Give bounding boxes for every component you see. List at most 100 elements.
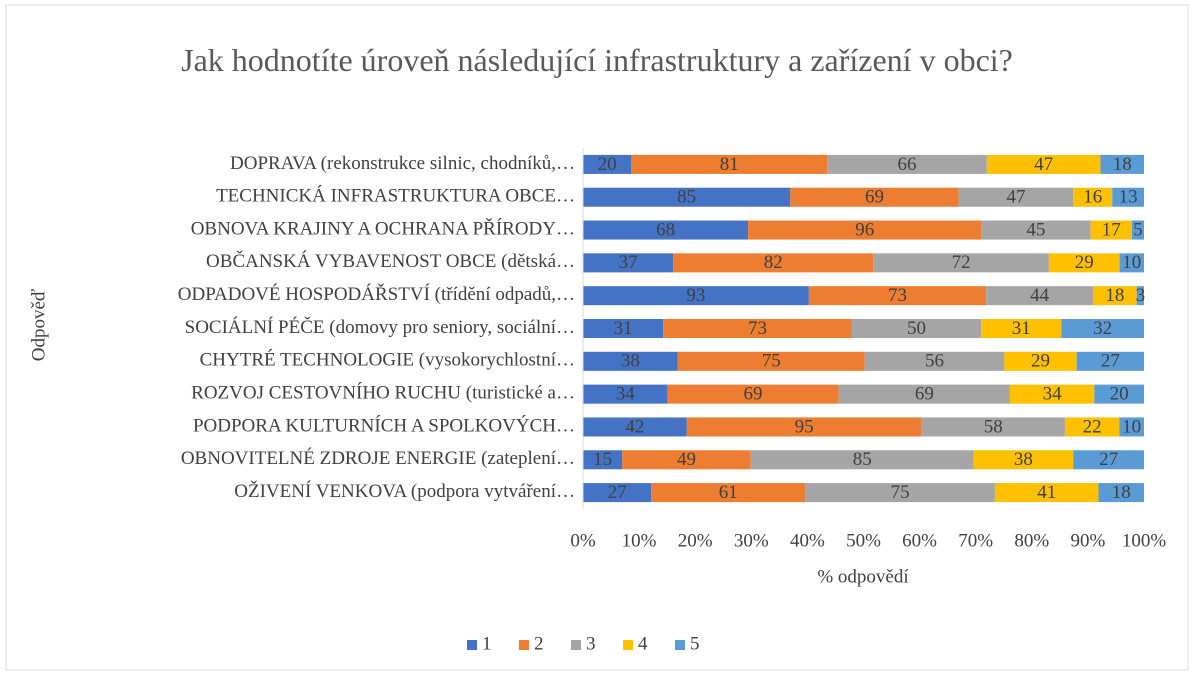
legend-label: 3 [586,633,596,654]
bar-segment [631,154,828,174]
bar-segment [583,220,749,240]
data-label: 34 [616,383,636,404]
bar-segment [1073,450,1144,470]
x-tick-label: 30% [734,530,769,551]
bar-segment [673,253,874,273]
data-label: 27 [1101,351,1120,372]
data-label: 82 [764,252,783,273]
bar-segment [973,450,1074,470]
x-tick-label: 90% [1070,530,1105,551]
legend-swatch [467,640,477,650]
y-tick-label: OBNOVA KRAJINY A OCHRANA PŘÍRODY… [191,217,575,239]
bar-segment [981,220,1091,240]
bar-segment [994,483,1099,503]
legend-swatch [623,640,633,650]
bar-segment [921,417,1065,437]
y-tick-label: OBČANSKÁ VYBAVENOST OBCE (dětská… [206,250,575,272]
bar-segment [1094,384,1144,404]
bar-segment [981,318,1062,339]
data-label: 45 [1026,219,1045,240]
data-label: 68 [656,219,675,240]
data-label: 81 [720,154,739,175]
data-label: 10 [1122,416,1141,437]
data-label: 20 [598,154,617,175]
y-tick-label: OŽIVENÍ VENKOVA (podpora vytváření… [234,480,575,502]
bar-segment [986,154,1101,174]
data-label: 69 [865,187,884,208]
bar-segment [1064,417,1120,437]
data-label: 18 [1113,154,1132,175]
bar-segment [1048,253,1120,273]
x-tick-label: 80% [1014,530,1049,551]
y-tick-label: DOPRAVA (rekonstrukce silnic, chodníků,… [230,153,575,174]
data-label: 72 [952,252,971,273]
data-label: 29 [1031,351,1050,372]
data-label: 49 [677,449,696,470]
x-tick-label: 60% [902,530,937,551]
data-label: 22 [1083,416,1102,437]
data-label: 17 [1102,219,1121,240]
data-label: 96 [855,219,874,240]
data-label: 18 [1112,482,1131,503]
bar-segment [686,417,922,437]
data-label: 47 [1006,187,1025,208]
bar-segment [790,187,959,207]
bar-segment [622,450,751,470]
bar-segment [583,351,678,371]
bar-segment [583,384,668,404]
bar-segment [864,351,1005,371]
bar-segment [667,384,839,404]
y-axis-title: Odpověď [28,289,49,361]
data-label: 95 [795,416,814,437]
data-label: 10 [1122,252,1141,273]
legend-label: 4 [638,633,648,654]
bar-segment [805,483,995,503]
x-tick-label: 0% [570,530,596,551]
y-tick-label: PODPORA KULTURNÍCH A SPOLKOVÝCH… [193,414,575,436]
bar-segment [827,154,987,174]
data-label: 61 [719,482,738,503]
data-label: 56 [925,351,944,372]
bar-segment [663,318,852,339]
y-tick-label: TECHNICKÁ INFRASTRUKTURA OBCE… [216,185,575,207]
bar-segment [583,450,623,470]
data-label: 3 [1136,285,1146,306]
data-label: 34 [1043,383,1063,404]
bar-segment [808,286,987,306]
data-label: 93 [686,285,705,306]
bar-segment [1090,220,1132,240]
bar-segment [1136,286,1144,306]
bar-segment [838,384,1010,404]
bar-segment [873,253,1049,273]
x-tick-label: 50% [846,530,881,551]
bar-segment [1061,318,1144,339]
bar-segment [1009,384,1095,404]
x-tick-label: 100% [1122,530,1167,551]
data-label: 75 [891,482,910,503]
bar-segment [1073,187,1113,207]
bar-segment [583,417,687,437]
data-label: 58 [984,416,1003,437]
data-label: 20 [1110,383,1129,404]
data-label: 27 [608,482,627,503]
y-tick-label: OBNOVITELNÉ ZDROJE ENERGIE (zateplení… [181,447,575,469]
bar-segment [1119,253,1144,273]
data-label: 73 [888,285,907,306]
bar-segment [583,483,652,503]
y-tick-label: SOCIÁLNÍ PÉČE (domovy pro seniory, sociá… [185,316,575,338]
data-label: 42 [625,416,644,437]
data-label: 27 [1099,449,1118,470]
bar-segment [677,351,865,371]
data-label: 69 [915,383,934,404]
x-tick-label: 10% [622,530,657,551]
bar-segment [1093,286,1137,306]
bar-segment [583,253,674,273]
x-tick-label: 40% [790,530,825,551]
data-label: 31 [1012,318,1031,339]
data-label: 75 [762,351,781,372]
bar-segment [748,220,982,240]
data-label: 73 [748,318,767,339]
y-tick-label: ROZVOJ CESTOVNÍHO RUCHU (turistické a… [191,381,575,403]
